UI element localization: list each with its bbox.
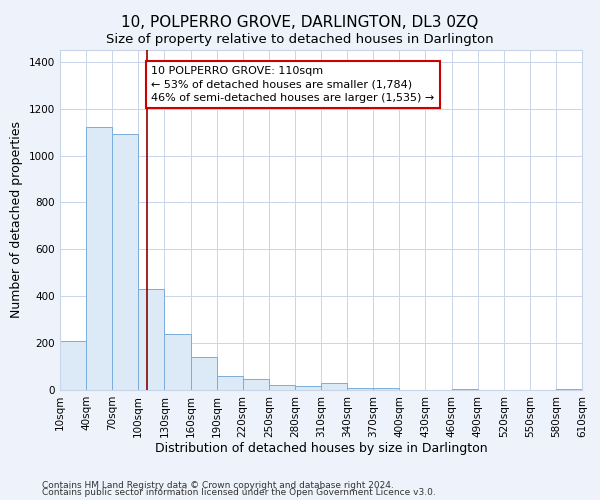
Bar bbox=[112, 134, 139, 390]
Bar bbox=[269, 386, 295, 390]
Bar bbox=[243, 380, 269, 390]
Text: Contains HM Land Registry data © Crown copyright and database right 2024.: Contains HM Land Registry data © Crown c… bbox=[42, 480, 394, 490]
X-axis label: Distribution of detached houses by size in Darlington: Distribution of detached houses by size … bbox=[155, 442, 487, 456]
Bar bbox=[139, 289, 164, 390]
Text: Size of property relative to detached houses in Darlington: Size of property relative to detached ho… bbox=[106, 32, 494, 46]
Bar bbox=[321, 383, 347, 390]
Bar bbox=[217, 376, 243, 390]
Bar bbox=[60, 341, 86, 390]
Bar bbox=[164, 334, 191, 390]
Bar bbox=[556, 389, 582, 390]
Bar bbox=[452, 389, 478, 390]
Bar bbox=[347, 388, 373, 390]
Bar bbox=[86, 128, 112, 390]
Bar bbox=[191, 357, 217, 390]
Text: Contains public sector information licensed under the Open Government Licence v3: Contains public sector information licen… bbox=[42, 488, 436, 497]
Bar bbox=[295, 386, 321, 390]
Text: 10, POLPERRO GROVE, DARLINGTON, DL3 0ZQ: 10, POLPERRO GROVE, DARLINGTON, DL3 0ZQ bbox=[121, 15, 479, 30]
Y-axis label: Number of detached properties: Number of detached properties bbox=[10, 122, 23, 318]
Text: 10 POLPERRO GROVE: 110sqm
← 53% of detached houses are smaller (1,784)
46% of se: 10 POLPERRO GROVE: 110sqm ← 53% of detac… bbox=[151, 66, 434, 103]
Bar bbox=[373, 388, 400, 390]
